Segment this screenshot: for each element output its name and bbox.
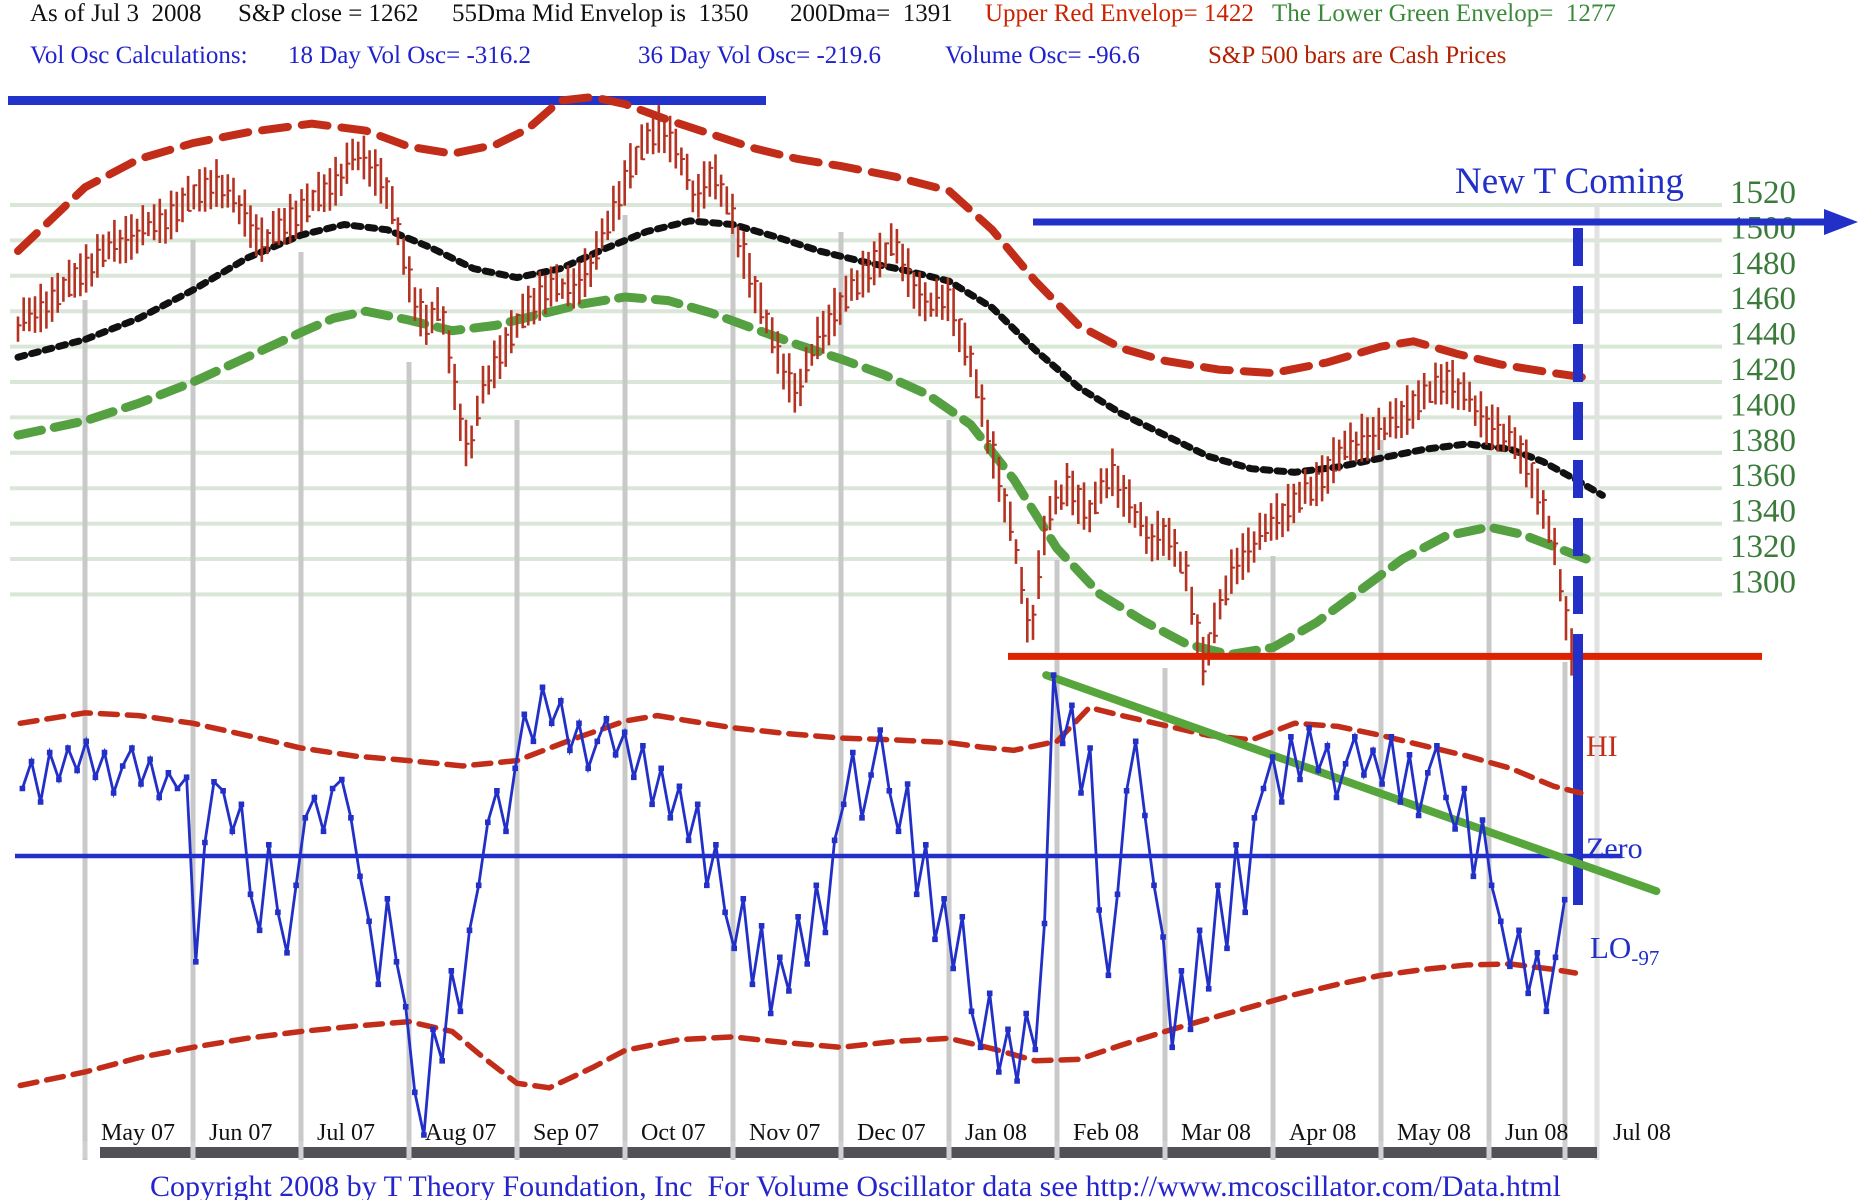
new-t-coming-annotation: New T Coming (1455, 161, 1684, 202)
month-label-jul-07: Jul 07 (317, 1120, 375, 1146)
header-line2-seg-3: Volume Osc= -96.6 (945, 42, 1140, 69)
y-axis-label-1320: 1320 (1730, 529, 1796, 565)
month-label-jan-08: Jan 08 (965, 1120, 1027, 1146)
osc-hi_envelope (17, 704, 1584, 796)
osc-lo_envelope (17, 961, 1579, 1091)
header-line2-seg-4: S&P 500 bars are Cash Prices (1208, 42, 1507, 69)
price-series-lower_green_envelope (13, 292, 1591, 660)
header-line1-seg-0: As of Jul 3 2008 (30, 0, 202, 27)
header-line2-seg-2: 36 Day Vol Osc= -219.6 (638, 42, 882, 69)
month-label-may-08: May 08 (1397, 1120, 1471, 1146)
y-axis-label-1400: 1400 (1730, 387, 1796, 423)
sp500-bar-close-ticks (18, 119, 1576, 673)
header-line1-seg-3: 200Dma= 1391 (790, 0, 953, 27)
header-line1-seg-4: Upper Red Envelop= 1422 (985, 0, 1254, 27)
y-axis-label-1480: 1480 (1730, 246, 1796, 282)
month-label-nov-07: Nov 07 (749, 1120, 820, 1146)
month-label-feb-08: Feb 08 (1073, 1120, 1139, 1146)
y-axis-label-1460: 1460 (1730, 281, 1796, 317)
month-label-may-07: May 07 (101, 1120, 175, 1146)
y-axis-label-1340: 1340 (1730, 494, 1796, 530)
header-line1-seg-1: S&P close = 1262 (238, 0, 419, 27)
lo-value-subscript: -97 (1631, 946, 1660, 971)
month-label-jun-07: Jun 07 (209, 1120, 272, 1146)
y-axis-label-1300: 1300 (1730, 564, 1796, 600)
month-label-oct-07: Oct 07 (641, 1120, 706, 1146)
copyright-line: Copyright 2008 by T Theory Foundation, I… (150, 1170, 1561, 1200)
sp500-ohlc-bars (16, 105, 1573, 686)
header-line1-seg-5: The Lower Green Envelop= 1277 (1272, 0, 1616, 27)
y-axis-label-1420: 1420 (1730, 352, 1796, 388)
month-label-dec-07: Dec 07 (857, 1120, 926, 1146)
header-line2-seg-0: Vol Osc Calculations: (30, 42, 248, 69)
new-t-arrowhead-icon (1824, 209, 1858, 235)
zero-line-label: Zero (1586, 832, 1643, 865)
month-label-apr-08: Apr 08 (1289, 1120, 1356, 1146)
hi-envelope-label: HI (1586, 730, 1618, 763)
month-label-sep-07: Sep 07 (533, 1120, 599, 1146)
header-underline-bar (8, 96, 766, 105)
volume-oscillator-line (21, 674, 1567, 1136)
lo-envelope-label: LO-97 (1590, 930, 1660, 971)
y-axis-label-1440: 1440 (1730, 317, 1796, 353)
y-axis-label-1520: 1520 (1730, 175, 1796, 211)
price-series-upper_red_envelope (14, 92, 1596, 383)
osc-green-downtrend-line (1042, 671, 1661, 896)
month-label-jun-08: Jun 08 (1505, 1120, 1568, 1146)
header-line2-seg-1: 18 Day Vol Osc= -316.2 (288, 42, 532, 69)
month-label-aug-07: Aug 07 (425, 1120, 496, 1146)
header-line1-seg-2: 55Dma Mid Envelop is 1350 (452, 0, 749, 27)
month-axis-bar (100, 1147, 1597, 1158)
month-label-jul-08: Jul 08 (1613, 1120, 1671, 1146)
y-axis-label-1500: 1500 (1730, 210, 1796, 246)
month-label-mar-08: Mar 08 (1181, 1120, 1251, 1146)
y-axis-label-1380: 1380 (1730, 423, 1796, 459)
y-axis-label-1360: 1360 (1730, 458, 1796, 494)
